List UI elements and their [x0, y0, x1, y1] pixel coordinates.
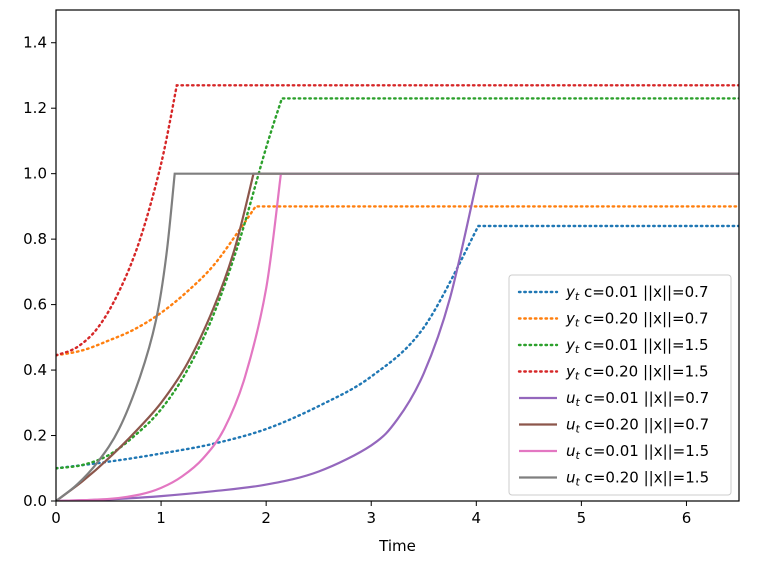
axes-frame	[55, 9, 740, 502]
y-tick-label: 0.0	[23, 492, 47, 510]
series-line-6	[56, 172, 739, 501]
x-tick-label: 6	[682, 509, 692, 527]
x-tick-label: 4	[472, 509, 482, 527]
legend-entry-5: ut c=0.01 ||x||=0.7	[566, 389, 709, 409]
series-line-5	[56, 172, 739, 501]
x-tick-label: 1	[156, 509, 166, 527]
series-line-3	[56, 97, 739, 470]
legend-box	[508, 274, 732, 496]
y-tick-label: 0.6	[23, 296, 47, 314]
x-axis-label: Time	[378, 537, 416, 555]
ticks: 0 1 2 3 4 5 6 0.0 0.2 0.4 0.6 0.8 1.0 1.2 1.4	[23, 34, 691, 527]
legend-entry-2: yt c=0.20 ||x||=0.7	[565, 310, 708, 330]
y-tick-label: 1.4	[23, 34, 47, 52]
series-line-2	[56, 205, 739, 357]
y-tick-label: 1.2	[23, 99, 47, 117]
x-tick-label: 2	[261, 509, 271, 527]
legend-entry-7: ut c=0.01 ||x||=1.5	[566, 442, 709, 462]
plot-frame	[55, 9, 740, 502]
series-line-4	[56, 84, 739, 357]
y-tick-label: 1.0	[23, 165, 47, 183]
series-line-1	[56, 224, 739, 470]
y-tick-label: 0.4	[23, 361, 47, 379]
series-line-7	[56, 172, 739, 501]
legend-entry-3: yt c=0.01 ||x||=1.5	[565, 336, 708, 356]
x-tick-label: 0	[51, 509, 61, 527]
y-tick-label: 0.8	[23, 230, 47, 248]
legend-entry-4: yt c=0.20 ||x||=1.5	[565, 363, 708, 383]
legend-entry-8: ut c=0.20 ||x||=1.5	[566, 469, 709, 489]
legend-entry-1: yt c=0.01 ||x||=0.7	[565, 283, 708, 303]
legend-entry-6: ut c=0.20 ||x||=0.7	[566, 416, 709, 436]
x-tick-label: 5	[577, 509, 587, 527]
legend: yt c=0.01 ||x||=0.7 yt c=0.20 ||x||=0.7 yt…	[508, 274, 732, 496]
x-tick-label: 3	[366, 509, 376, 527]
series-line-8	[56, 172, 739, 501]
plot-series	[56, 84, 739, 501]
y-tick-label: 0.2	[23, 427, 47, 445]
